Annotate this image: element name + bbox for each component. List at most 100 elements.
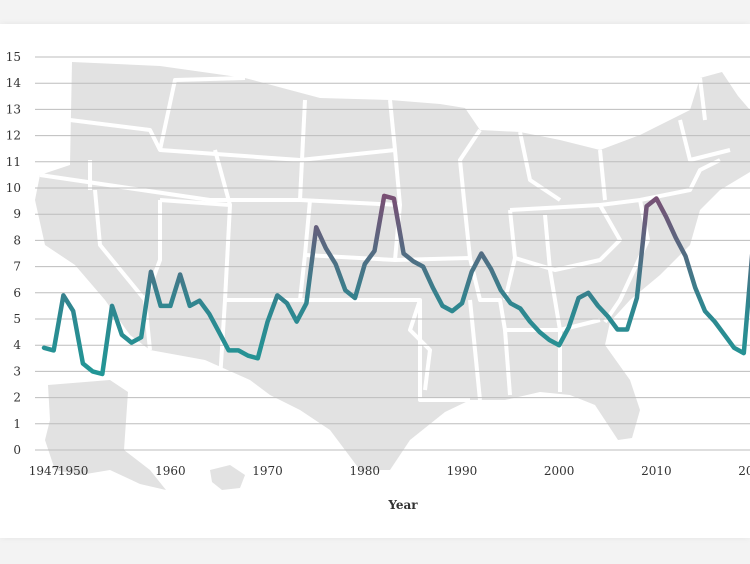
us-map-background [35, 62, 750, 490]
y-tick-label: 9 [13, 207, 21, 221]
x-tick-label: 2020 [738, 464, 750, 478]
x-tick-label: 1990 [447, 464, 478, 478]
data-point [577, 296, 581, 300]
data-point [295, 320, 299, 324]
data-point [538, 330, 542, 334]
data-point [139, 335, 143, 339]
y-tick-label: 2 [13, 391, 21, 405]
data-point [470, 270, 474, 274]
x-tick-label: 2000 [544, 464, 575, 478]
data-point [52, 348, 56, 352]
y-tick-label: 3 [13, 364, 21, 378]
data-point [256, 356, 260, 360]
y-tick-label: 1 [13, 417, 21, 431]
data-point [188, 304, 192, 308]
data-point [382, 194, 386, 198]
data-point [645, 204, 649, 208]
y-tick-label: 8 [13, 233, 21, 247]
data-point [120, 333, 124, 337]
data-point [159, 304, 163, 308]
data-point [479, 252, 483, 256]
data-point [236, 348, 240, 352]
data-point [392, 197, 396, 201]
data-point [71, 309, 75, 313]
data-point [207, 312, 211, 316]
data-point [314, 225, 318, 229]
data-point [353, 296, 357, 300]
data-point [402, 252, 406, 256]
data-point [518, 307, 522, 311]
data-point [324, 246, 328, 250]
data-point [304, 301, 308, 305]
x-tick-label: 2010 [641, 464, 672, 478]
data-point [441, 304, 445, 308]
data-point [363, 262, 367, 266]
data-point [130, 341, 134, 345]
data-point [246, 354, 250, 358]
y-tick-label: 14 [6, 76, 22, 90]
data-point [684, 254, 688, 258]
data-point [168, 304, 172, 308]
data-point [606, 314, 610, 318]
data-point [285, 301, 289, 305]
y-tick-label: 5 [13, 312, 21, 326]
y-tick-label: 13 [6, 102, 21, 116]
data-point [421, 265, 425, 269]
data-point [275, 293, 279, 297]
y-tick-label: 11 [6, 155, 21, 169]
data-point [499, 288, 503, 292]
data-point [373, 249, 377, 253]
data-point [178, 273, 182, 277]
x-axis-label: Year [387, 498, 418, 512]
data-point [61, 293, 65, 297]
data-point [596, 304, 600, 308]
x-tick-label: 1947 [29, 464, 60, 478]
data-point [586, 291, 590, 295]
data-point [334, 262, 338, 266]
data-point [198, 299, 202, 303]
data-point [343, 288, 347, 292]
data-point [693, 286, 697, 290]
series-line-0 [41, 193, 750, 377]
data-point [411, 259, 415, 263]
data-point [654, 197, 658, 201]
y-tick-label: 15 [6, 50, 21, 64]
y-tick-label: 4 [13, 338, 21, 352]
data-point [722, 333, 726, 337]
data-point [266, 320, 270, 324]
data-point [635, 296, 639, 300]
gridlines [35, 56, 750, 451]
data-point [528, 320, 532, 324]
data-point [110, 304, 114, 308]
x-tick-label: 1970 [252, 464, 283, 478]
data-point [91, 369, 95, 373]
data-point [713, 320, 717, 324]
data-point [547, 338, 551, 342]
data-point [489, 267, 493, 271]
x-tick-label: 1960 [155, 464, 186, 478]
data-point [227, 348, 231, 352]
data-point [217, 330, 221, 334]
data-point [674, 236, 678, 240]
state-borders [39, 76, 731, 402]
data-point [42, 346, 46, 350]
x-tick-label: 1950 [58, 464, 89, 478]
series-layer [41, 193, 750, 377]
y-tick-label: 10 [6, 181, 21, 195]
y-tick-label: 12 [6, 129, 21, 143]
data-point [742, 351, 746, 355]
data-point [460, 301, 464, 305]
data-point [616, 328, 620, 332]
data-point [450, 309, 454, 313]
data-point [509, 301, 513, 305]
data-point [431, 286, 435, 290]
y-tick-label: 7 [13, 260, 21, 274]
data-point [100, 372, 104, 376]
data-point [625, 328, 629, 332]
data-point [149, 270, 153, 274]
data-point [732, 346, 736, 350]
y-tick-label: 6 [13, 286, 21, 300]
